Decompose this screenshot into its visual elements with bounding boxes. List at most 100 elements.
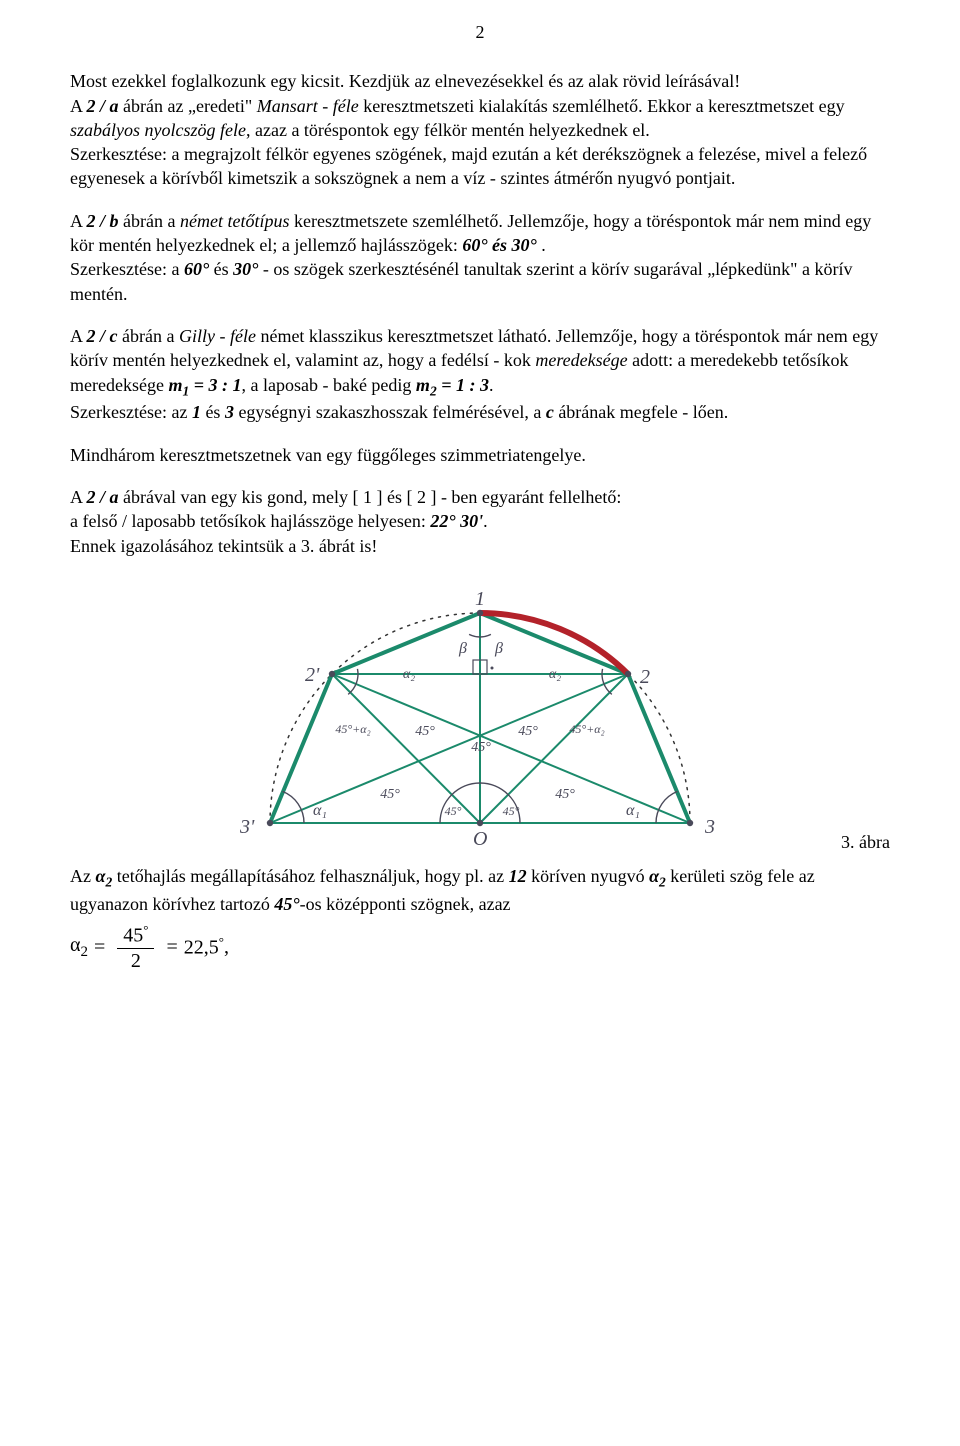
text: -os középponti szögnek, azaz: [300, 894, 511, 914]
text: , azaz a töréspontok egy félkör mentén h…: [246, 120, 650, 140]
text: Ennek igazolásához tekintsük a 3. ábrát …: [70, 536, 377, 556]
value: 30°: [233, 259, 258, 279]
paragraph-6: Az α2 tetőhajlás megállapításához felhas…: [70, 864, 890, 916]
var: m: [416, 375, 430, 395]
text: Szerkesztése: a: [70, 259, 184, 279]
value: 45°: [274, 894, 299, 914]
page-number: 2: [70, 20, 890, 44]
svg-text:3': 3': [239, 816, 255, 838]
text: ábrán az „eredeti": [119, 96, 257, 116]
eq-result: 22,5°: [184, 933, 224, 962]
paragraph-2: A 2 / b ábrán a német tetőtípus keresztm…: [70, 209, 890, 306]
svg-text:β: β: [494, 640, 503, 657]
denominator: 2: [125, 949, 147, 973]
svg-text:45°: 45°: [445, 804, 462, 818]
term: meredeksége: [535, 350, 627, 370]
value: 22° 30': [430, 511, 483, 531]
text: .: [489, 375, 494, 395]
svg-text:45°: 45°: [518, 724, 538, 739]
paragraph-3: A 2 / c ábrán a Gilly - féle német klass…: [70, 324, 890, 425]
text: Szerkesztése: a megrajzolt félkör egyene…: [70, 144, 867, 188]
text: és: [209, 259, 233, 279]
value: 1: [192, 402, 201, 422]
svg-text:2: 2: [640, 666, 650, 688]
eq-lhs: α2: [70, 932, 88, 962]
value: 60°: [184, 259, 209, 279]
svg-text:45°: 45°: [380, 787, 400, 802]
svg-text:45°+α₂: 45°+α₂: [569, 722, 604, 736]
var: α: [96, 866, 106, 886]
eq-eq: =: [94, 934, 105, 961]
term: német tetőtípus: [180, 211, 289, 231]
var: α: [70, 934, 80, 956]
text: egységnyi szakaszhosszak felmérésével, a: [234, 402, 546, 422]
svg-text:2': 2': [305, 664, 320, 686]
svg-text:3: 3: [704, 816, 715, 838]
figure-3: 1 2 3 O 2' 3' β β α₂ α₂ 45°+α₂ 45°+α₂ 45° 45° 45° 45° 45…: [70, 573, 890, 859]
svg-text:α₂: α₂: [549, 667, 561, 682]
var: m: [168, 375, 182, 395]
svg-text:45°: 45°: [415, 724, 435, 739]
text: ábrán a: [118, 326, 179, 346]
text: köríven nyugvó: [527, 866, 649, 886]
svg-text:O: O: [473, 828, 487, 850]
equation: α2 = 45° 2 = 22,5° ,: [70, 922, 890, 973]
figure-caption: 3. ábra: [841, 830, 890, 854]
term: Gilly - féle: [179, 326, 256, 346]
term: Mansart - féle: [257, 96, 359, 116]
text: .: [537, 235, 546, 255]
subscript: 2: [659, 875, 666, 890]
eq-comma: ,: [224, 934, 229, 961]
svg-text:1: 1: [475, 588, 485, 610]
fig-ref: 2 / b: [87, 211, 119, 231]
svg-text:45°: 45°: [471, 740, 491, 755]
value: = 3 : 1: [189, 375, 241, 395]
degree: °: [143, 922, 148, 937]
text: ábrával van egy kis gond, mely [ 1 ] és …: [119, 487, 622, 507]
svg-text:α₁: α₁: [626, 802, 640, 819]
var: c: [546, 402, 554, 422]
text: A: [70, 96, 87, 116]
svg-text:β: β: [458, 640, 467, 657]
text: A: [70, 487, 87, 507]
text: .: [483, 511, 488, 531]
text: ábrán a: [119, 211, 180, 231]
text: A: [70, 326, 87, 346]
fraction: 45° 2: [117, 922, 154, 973]
value: 22,5: [184, 937, 219, 959]
subscript: 2: [430, 383, 437, 398]
text: Ekkor a keresztmetszet egy: [647, 96, 844, 116]
paragraph-5: A 2 / a ábrával van egy kis gond, mely […: [70, 485, 890, 558]
text: ábrának megfele - lően.: [554, 402, 728, 422]
text: a felső / laposabb tetősíkok hajlásszöge…: [70, 511, 430, 531]
subscript: 2: [80, 944, 88, 960]
text: Most ezekkel foglalkozunk egy kicsit. Ke…: [70, 71, 740, 91]
paragraph-1: Most ezekkel foglalkozunk egy kicsit. Ke…: [70, 69, 890, 190]
text: tetőhajlás megállapításához felhasználju…: [112, 866, 508, 886]
numerator: 45°: [117, 922, 154, 949]
value: 45: [123, 925, 143, 947]
svg-text:45°+α₂: 45°+α₂: [335, 722, 370, 736]
text: Az: [70, 866, 96, 886]
var: α: [649, 866, 659, 886]
text: Szerkesztése: az: [70, 402, 192, 422]
term: szabályos nyolcszög fele: [70, 120, 246, 140]
value: 3: [225, 402, 234, 422]
fig-ref: 2 / a: [87, 96, 119, 116]
fig-ref: 2 / c: [87, 326, 118, 346]
value: 12: [509, 866, 527, 886]
diagram-svg: 1 2 3 O 2' 3' β β α₂ α₂ 45°+α₂ 45°+α₂ 45° 45° 45° 45° 45…: [215, 573, 745, 853]
text: Mindhárom keresztmetszetnek van egy függ…: [70, 445, 586, 465]
text: A: [70, 211, 87, 231]
value: = 1 : 3: [437, 375, 489, 395]
text: és: [201, 402, 225, 422]
value: 60° és 30°: [462, 235, 536, 255]
text: , a laposab - baké pedig: [241, 375, 415, 395]
svg-text:45°: 45°: [555, 787, 575, 802]
svg-text:α₂: α₂: [403, 667, 415, 682]
svg-text:α₁: α₁: [313, 802, 327, 819]
eq-eq: =: [166, 934, 177, 961]
fig-ref: 2 / a: [87, 487, 119, 507]
text: keresztmetszeti kialakítás szemlélhető.: [359, 96, 643, 116]
svg-text:45°: 45°: [503, 804, 520, 818]
